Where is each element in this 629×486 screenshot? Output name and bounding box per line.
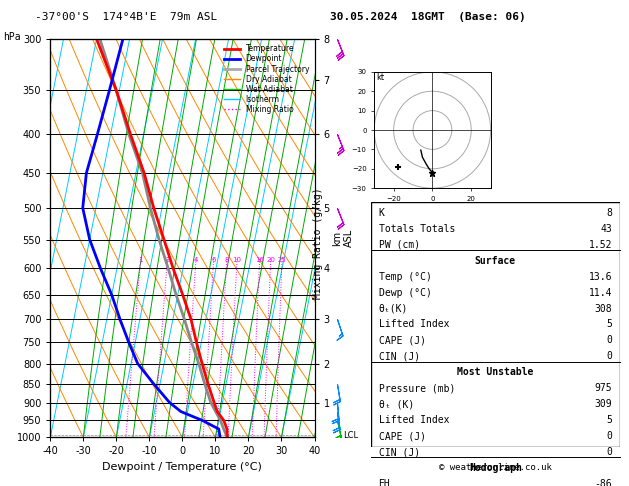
Text: θₜ (K): θₜ (K): [379, 399, 414, 409]
Text: Hodograph: Hodograph: [469, 463, 522, 473]
Text: 4: 4: [194, 257, 198, 263]
Text: 308: 308: [594, 304, 612, 313]
Text: -86: -86: [594, 479, 612, 486]
Text: 309: 309: [594, 399, 612, 409]
X-axis label: Dewpoint / Temperature (°C): Dewpoint / Temperature (°C): [103, 462, 262, 472]
Text: 1.52: 1.52: [589, 240, 612, 250]
Text: 0: 0: [606, 351, 612, 362]
Text: CIN (J): CIN (J): [379, 351, 420, 362]
Text: Totals Totals: Totals Totals: [379, 224, 455, 234]
Text: Dewp (°C): Dewp (°C): [379, 288, 431, 297]
Text: 1: 1: [138, 257, 143, 263]
Text: 16: 16: [255, 257, 264, 263]
Text: CIN (J): CIN (J): [379, 447, 420, 457]
Text: 11.4: 11.4: [589, 288, 612, 297]
Text: 25: 25: [278, 257, 286, 263]
Text: K: K: [379, 208, 384, 218]
Text: Lifted Index: Lifted Index: [379, 415, 449, 425]
Text: kt: kt: [376, 72, 384, 82]
Text: hPa: hPa: [3, 32, 21, 42]
Text: Surface: Surface: [475, 256, 516, 266]
Text: 5: 5: [606, 319, 612, 330]
Text: 0: 0: [606, 431, 612, 441]
Text: 30.05.2024  18GMT  (Base: 06): 30.05.2024 18GMT (Base: 06): [330, 12, 526, 22]
Text: 8: 8: [606, 208, 612, 218]
Text: 10: 10: [233, 257, 242, 263]
Text: -37°00'S  174°4B'E  79m ASL: -37°00'S 174°4B'E 79m ASL: [35, 12, 217, 22]
Text: 43: 43: [600, 224, 612, 234]
Text: LCL: LCL: [343, 431, 358, 439]
Text: © weatheronline.co.uk: © weatheronline.co.uk: [438, 463, 552, 472]
Text: CAPE (J): CAPE (J): [379, 335, 426, 346]
Text: 8: 8: [225, 257, 229, 263]
Legend: Temperature, Dewpoint, Parcel Trajectory, Dry Adiabat, Wet Adiabat, Isotherm, Mi: Temperature, Dewpoint, Parcel Trajectory…: [223, 43, 311, 116]
Text: Lifted Index: Lifted Index: [379, 319, 449, 330]
Text: 0: 0: [606, 335, 612, 346]
Text: 975: 975: [594, 383, 612, 393]
Text: 13.6: 13.6: [589, 272, 612, 282]
Text: Mixing Ratio (g/kg): Mixing Ratio (g/kg): [313, 187, 323, 299]
Text: 6: 6: [211, 257, 216, 263]
Text: 2: 2: [165, 257, 170, 263]
Text: Temp (°C): Temp (°C): [379, 272, 431, 282]
Text: 5: 5: [606, 415, 612, 425]
Text: Most Unstable: Most Unstable: [457, 367, 533, 377]
Text: EH: EH: [379, 479, 391, 486]
Y-axis label: km
ASL: km ASL: [333, 229, 354, 247]
Text: 0: 0: [606, 447, 612, 457]
Text: PW (cm): PW (cm): [379, 240, 420, 250]
Text: Pressure (mb): Pressure (mb): [379, 383, 455, 393]
Text: CAPE (J): CAPE (J): [379, 431, 426, 441]
Text: θₜ(K): θₜ(K): [379, 304, 408, 313]
Text: 20: 20: [266, 257, 276, 263]
